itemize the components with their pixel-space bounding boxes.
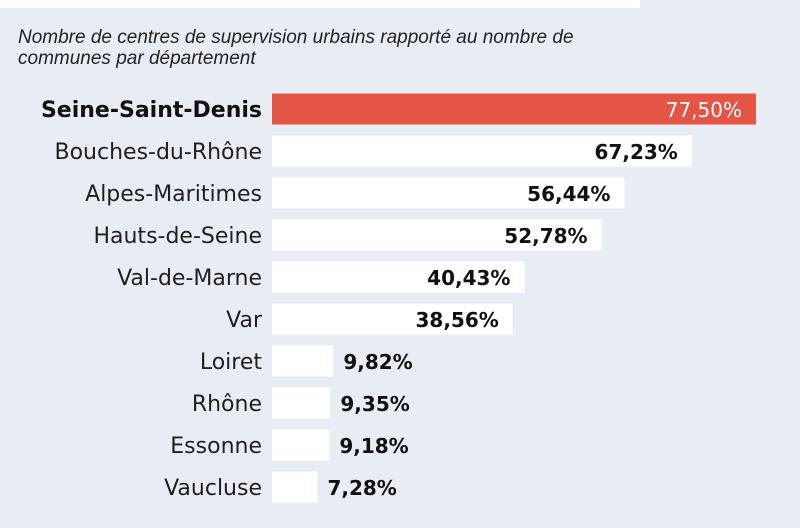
value-label: 77,50% [666, 98, 742, 122]
category-label: Val-de-Marne [117, 266, 262, 291]
bar-essonne [272, 429, 330, 461]
top-strip [0, 0, 640, 8]
category-label: Loiret [200, 350, 263, 375]
bar-hauts-de-seine [272, 219, 602, 251]
category-label: Rhône [192, 392, 262, 417]
value-label: 67,23% [595, 140, 678, 164]
category-label: Essonne [170, 434, 262, 459]
value-label: 9,82% [343, 350, 412, 374]
value-label: 9,35% [340, 392, 409, 416]
bar-val-de-marne [272, 261, 525, 293]
value-label: 40,43% [427, 266, 510, 290]
bar-rh-ne [272, 387, 331, 419]
category-label: Seine-Saint-Denis [41, 98, 262, 123]
value-label: 7,28% [327, 476, 396, 500]
value-label: 38,56% [416, 308, 499, 332]
bar-loiret [272, 345, 334, 377]
bar-bouches-du-rh-ne [272, 135, 692, 167]
value-label: 52,78% [504, 224, 587, 248]
bar-seine-saint-denis [272, 93, 756, 125]
value-label: 56,44% [527, 182, 610, 206]
value-label: 9,18% [339, 434, 408, 458]
category-label: Hauts-de-Seine [93, 224, 262, 249]
bar-alpes-maritimes [272, 177, 625, 209]
category-label: Alpes-Maritimes [85, 182, 262, 207]
category-label: Bouches-du-Rhône [55, 140, 263, 165]
bar-var [272, 303, 513, 335]
category-label: Vaucluse [164, 476, 262, 501]
chart-subtitle: Nombre de centres de supervision urbains… [18, 27, 574, 69]
bar-vaucluse [272, 471, 318, 503]
category-label: Var [226, 308, 263, 333]
